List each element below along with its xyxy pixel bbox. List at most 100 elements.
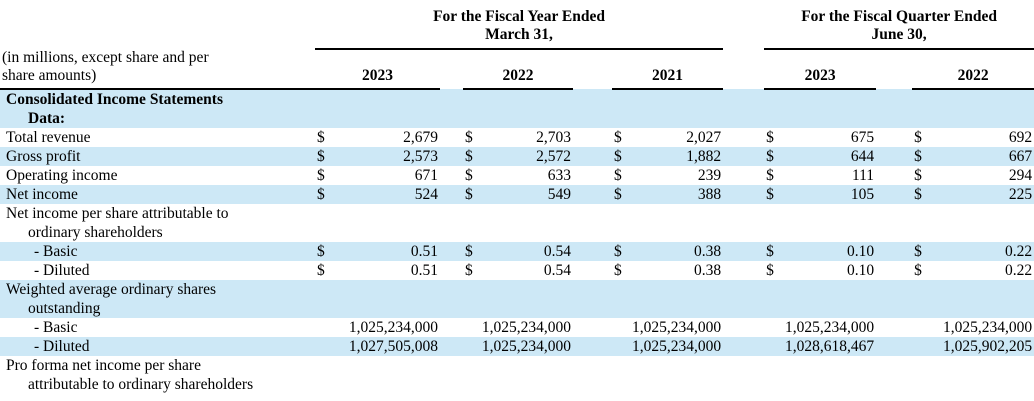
dollar-sign: $ [317, 148, 325, 165]
table-body: Consolidated Income Statements Data: Total… [0, 89, 1034, 394]
column-gap [876, 147, 912, 166]
cell-value: 1,025,234,000 [481, 319, 571, 336]
column-gap [876, 49, 912, 89]
dollar-sign: $ [914, 186, 922, 203]
dollar-sign: $ [465, 167, 473, 184]
dollar-sign: $ [465, 262, 473, 279]
fiscal-quarter-group-header: For the Fiscal Quarter Ended June 30, [764, 0, 1034, 50]
cell-value: 0.54 [543, 262, 571, 279]
column-gap [876, 337, 912, 356]
column-gap [573, 147, 612, 166]
table-row: Gross profit $2,573 $2,572 $1,882 $644 $667 [0, 147, 1034, 166]
column-gap [573, 185, 612, 204]
row-label-line1: Weighted average ordinary shares [6, 281, 217, 298]
dollar-sign: $ [766, 167, 774, 184]
column-gap [573, 261, 612, 280]
dollar-sign: $ [914, 243, 922, 260]
cell-value: 644 [850, 148, 875, 165]
cell-value: 1,028,618,467 [784, 338, 875, 355]
row-label-line1: Pro forma net income per share [6, 357, 201, 374]
cell-value: 0.51 [410, 243, 438, 260]
empty-cells [315, 204, 1034, 242]
fiscal-year-group-header: For the Fiscal Year Ended March 31, [315, 0, 724, 50]
dollar-sign: $ [317, 186, 325, 203]
dollar-sign: $ [766, 148, 774, 165]
row-label-line2: outstanding [28, 300, 101, 317]
cell-value: 1,882 [686, 148, 722, 165]
table-row: Pro forma net income per share attributab… [0, 356, 1034, 394]
row-label: Net income per share attributable to ordi… [0, 204, 315, 242]
dollar-sign: $ [614, 167, 622, 184]
cell-value: 111 [851, 167, 875, 184]
dollar-sign: $ [317, 167, 325, 184]
cell-value: 0.54 [543, 243, 571, 260]
year-header: 2022 [463, 49, 573, 90]
column-gap [723, 147, 764, 166]
cell-value: 2,679 [403, 129, 438, 146]
cell-value: 2,573 [403, 148, 438, 165]
column-gap [723, 318, 764, 337]
dollar-sign: $ [465, 186, 473, 203]
table-row: - Basic $0.51 $0.54 $0.38 $0.10 $0.22 [0, 242, 1034, 261]
cell-value: 524 [414, 186, 438, 203]
column-gap [723, 0, 764, 49]
cell-value: 1,025,234,000 [784, 319, 875, 336]
dollar-sign: $ [465, 148, 473, 165]
column-gap [440, 166, 463, 185]
cell-value: 0.38 [693, 243, 722, 260]
row-label: Pro forma net income per share attributab… [0, 356, 315, 394]
dollar-sign: $ [465, 243, 473, 260]
cell-value: 1,025,234,000 [631, 338, 722, 355]
row-label-line2: Data: [28, 110, 66, 127]
column-gap [440, 147, 463, 166]
row-label: Operating income [6, 167, 118, 184]
empty-cells [315, 280, 1034, 318]
cell-value: 671 [414, 167, 438, 184]
row-label: - Diluted [34, 262, 90, 279]
cell-value: 0.10 [846, 262, 875, 279]
dollar-sign: $ [766, 129, 774, 146]
cell-value: 0.22 [1004, 243, 1033, 260]
table-row: Operating income $671 $633 $239 $111 $294 [0, 166, 1034, 185]
table-row: - Basic 1,025,234,000 1,025,234,000 1,025,2… [0, 318, 1034, 337]
cell-value: 225 [1008, 186, 1033, 203]
dollar-sign: $ [914, 262, 922, 279]
table-row: Weighted average ordinary shares outstand… [0, 280, 1034, 318]
row-label-line1: Net income per share attributable to [6, 205, 229, 222]
column-gap [440, 261, 463, 280]
cell-value: 388 [697, 186, 722, 203]
cell-value: 0.38 [693, 262, 722, 279]
units-note: (in millions, except share and per share… [0, 49, 315, 90]
cell-value: 667 [1008, 148, 1033, 165]
cell-value: 0.22 [1004, 262, 1033, 279]
dollar-sign: $ [317, 243, 325, 260]
column-gap [440, 128, 463, 147]
cell-value: 1,025,234,000 [348, 319, 438, 336]
dollar-sign: $ [914, 129, 922, 146]
row-label: - Diluted [34, 338, 90, 355]
column-gap [440, 337, 463, 356]
table-row: - Diluted 1,027,505,008 1,025,234,000 1,025… [0, 337, 1034, 356]
column-gap [573, 49, 612, 89]
column-gap [876, 261, 912, 280]
column-gap [573, 318, 612, 337]
year-header: 2021 [612, 49, 724, 90]
cell-value: 2,572 [536, 148, 571, 165]
column-gap [876, 242, 912, 261]
table-row: - Diluted $0.51 $0.54 $0.38 $0.10 $0.22 [0, 261, 1034, 280]
cell-value: 1,025,234,000 [942, 319, 1033, 336]
column-gap [440, 242, 463, 261]
cell-value: 0.51 [410, 262, 438, 279]
row-label: Weighted average ordinary shares outstand… [0, 280, 315, 318]
column-gap [573, 242, 612, 261]
units-note-line2: share amounts) [2, 67, 97, 84]
row-label: Net income [6, 186, 78, 203]
column-gap [573, 166, 612, 185]
cell-value: 1,027,505,008 [348, 338, 438, 355]
group-header-row: For the Fiscal Year Ended March 31, For … [0, 0, 1034, 50]
dollar-sign: $ [766, 262, 774, 279]
cell-value: 2,027 [686, 129, 722, 146]
table-row: Consolidated Income Statements Data: [0, 89, 1034, 128]
dollar-sign: $ [766, 243, 774, 260]
